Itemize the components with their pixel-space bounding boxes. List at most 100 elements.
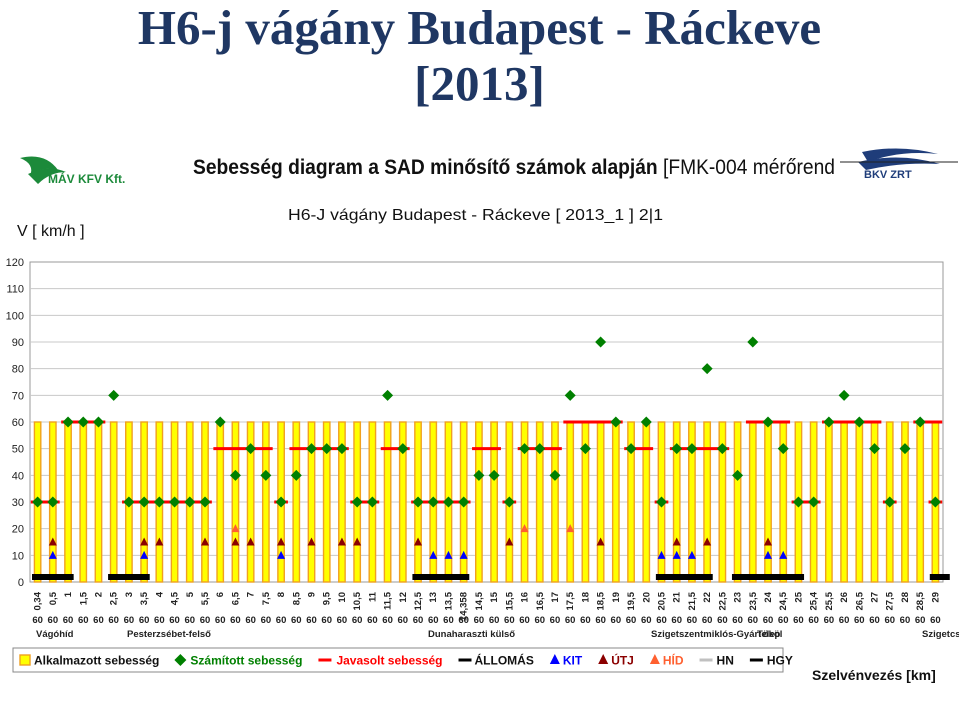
computed-speed-marker: [32, 496, 44, 508]
computed-speed-marker: [838, 389, 850, 401]
applied-speed-value: 60: [458, 615, 469, 626]
y-tick-layer: 0 10 20 30 40 50 60 70 80 90 100 110 120: [6, 257, 24, 589]
computed-speed-marker: [869, 443, 881, 455]
computed-speed-marker: [579, 443, 591, 455]
applied-speed-value: 60: [519, 615, 530, 626]
applied-speed-value: 60: [276, 615, 287, 626]
applied-speed-bar: [901, 421, 909, 583]
applied-speed-value: 60: [321, 615, 332, 626]
station-label: Vágóhíd: [36, 629, 74, 640]
computed-speed-marker: [564, 389, 576, 401]
y-tick-label: 40: [12, 470, 24, 482]
mav-logo-text: MÁV KFV Kft.: [48, 171, 125, 186]
marker-kit: [687, 550, 696, 559]
applied-speed-bar: [216, 421, 225, 583]
legend-label: HGY: [767, 654, 793, 668]
applied-speed-value: 60: [824, 615, 835, 626]
station-label-layer: Vágóhíd Pesterzsébet-felső Dunaharaszti kü…: [36, 629, 959, 640]
applied-speed-value: 60: [748, 615, 759, 626]
x-tick-label: 27: [870, 592, 881, 603]
legend-item: KIT: [549, 654, 583, 668]
computed-speed-marker: [655, 496, 667, 508]
applied-speed-value: 60: [641, 615, 652, 626]
applied-speed-value: 60: [93, 615, 104, 626]
x-tick-label: 10: [337, 592, 348, 603]
x-tick-layer: 0,34 0,5 1 1,5 2 2,5 3 3,5 4 4,5 5 5,5 6 6,5 7 7,5 8 8,5 9…: [33, 591, 942, 621]
page-title-line1: H6-j vágány Budapest - Ráckeve: [137, 0, 822, 55]
y-tick-label: 30: [12, 497, 24, 509]
applied-speed-value: 60: [717, 615, 728, 626]
applied-speed-value: 60: [184, 615, 195, 626]
applied-speed-value: 60: [200, 615, 211, 626]
applied-speed-value: 60: [382, 615, 393, 626]
x-tick-label: 9: [307, 592, 318, 597]
computed-speed-marker: [260, 469, 272, 481]
legend-label: ÚTJ: [611, 653, 634, 668]
legend-item: Javasolt sebesség: [318, 654, 443, 668]
marker-kit: [429, 550, 438, 559]
x-tick-label: 7,5: [261, 591, 272, 605]
applied-speed-bar: [611, 421, 620, 583]
marker-utj: [353, 537, 362, 546]
applied-speed-value: 60: [78, 615, 89, 626]
legend-swatch-computed: [174, 654, 187, 666]
applied-speed-bar: [688, 421, 696, 583]
computed-speed-marker: [138, 496, 150, 508]
y-tick-label: 90: [12, 337, 24, 349]
computed-speed-marker: [290, 469, 302, 481]
applied-speed-value: 60: [139, 615, 150, 626]
applied-speed-value: 60: [443, 615, 454, 626]
page-title: H6-j vágány Budapest - Ráckeve [2013]: [0, 0, 959, 112]
applied-speed-bar: [338, 421, 346, 583]
computed-speed-marker: [108, 389, 120, 401]
applied-speed-value: 60: [656, 615, 667, 626]
marker-utj: [307, 537, 316, 546]
applied-speed-value: 60: [778, 615, 789, 626]
marker-utj: [505, 537, 514, 546]
applied-speed-bar: [398, 421, 407, 583]
station-marker: [929, 574, 950, 580]
computed-speed-marker: [382, 389, 394, 401]
legend-label: KIT: [563, 654, 583, 668]
applied-speed-value: 60: [352, 615, 363, 626]
applied-speed-bar: [261, 421, 270, 583]
computed-speed-marker: [397, 443, 409, 455]
x-tick-label: 15,5: [504, 591, 515, 610]
computed-speed-marker: [716, 443, 728, 455]
legend-label: Számított sebesség: [190, 654, 302, 668]
computed-speed-marker: [640, 416, 652, 428]
computed-speed-marker: [929, 496, 941, 508]
marker-kit: [764, 550, 773, 559]
applied-speed-bar: [824, 421, 833, 583]
applied-speed-value: 60: [169, 615, 180, 626]
station-label: Dunaharaszti külső: [428, 629, 515, 640]
bkv-logo-text: BKV ZRT: [864, 169, 912, 181]
x-tick-label: 4: [154, 591, 165, 597]
station-label: Tököl: [757, 629, 782, 640]
applied-speed-value: 60: [534, 615, 545, 626]
marker-kit: [657, 550, 666, 559]
x-tick-label: 12,5: [413, 591, 424, 610]
applied-speed-value: 60: [580, 615, 591, 626]
x-tick-label: 7: [246, 592, 257, 597]
y-tick-label: 60: [12, 417, 24, 429]
computed-speed-marker: [458, 496, 470, 508]
computed-speed-marker: [442, 496, 454, 508]
applied-speed-bar: [490, 421, 499, 583]
computed-speed-marker: [808, 496, 820, 508]
x-tick-label: 22: [702, 592, 713, 603]
applied-speed-bar: [855, 421, 864, 583]
applied-speed-value: 60: [63, 615, 74, 626]
computed-speed-marker: [336, 443, 348, 455]
x-tick-label: 13: [428, 592, 439, 603]
x-tick-label: 25,5: [824, 591, 835, 610]
x-tick-label: 27,5: [885, 591, 896, 610]
applied-speed-value: 60: [291, 615, 302, 626]
x-tick-label: 6,5: [230, 591, 241, 605]
marker-kit: [48, 550, 57, 559]
applied-speed-bar: [733, 421, 742, 583]
page-title-line2: [2013]: [414, 56, 545, 111]
applied-speed-bar: [916, 421, 925, 583]
marker-kit: [140, 550, 149, 559]
applied-speed-value: 60: [626, 615, 637, 626]
